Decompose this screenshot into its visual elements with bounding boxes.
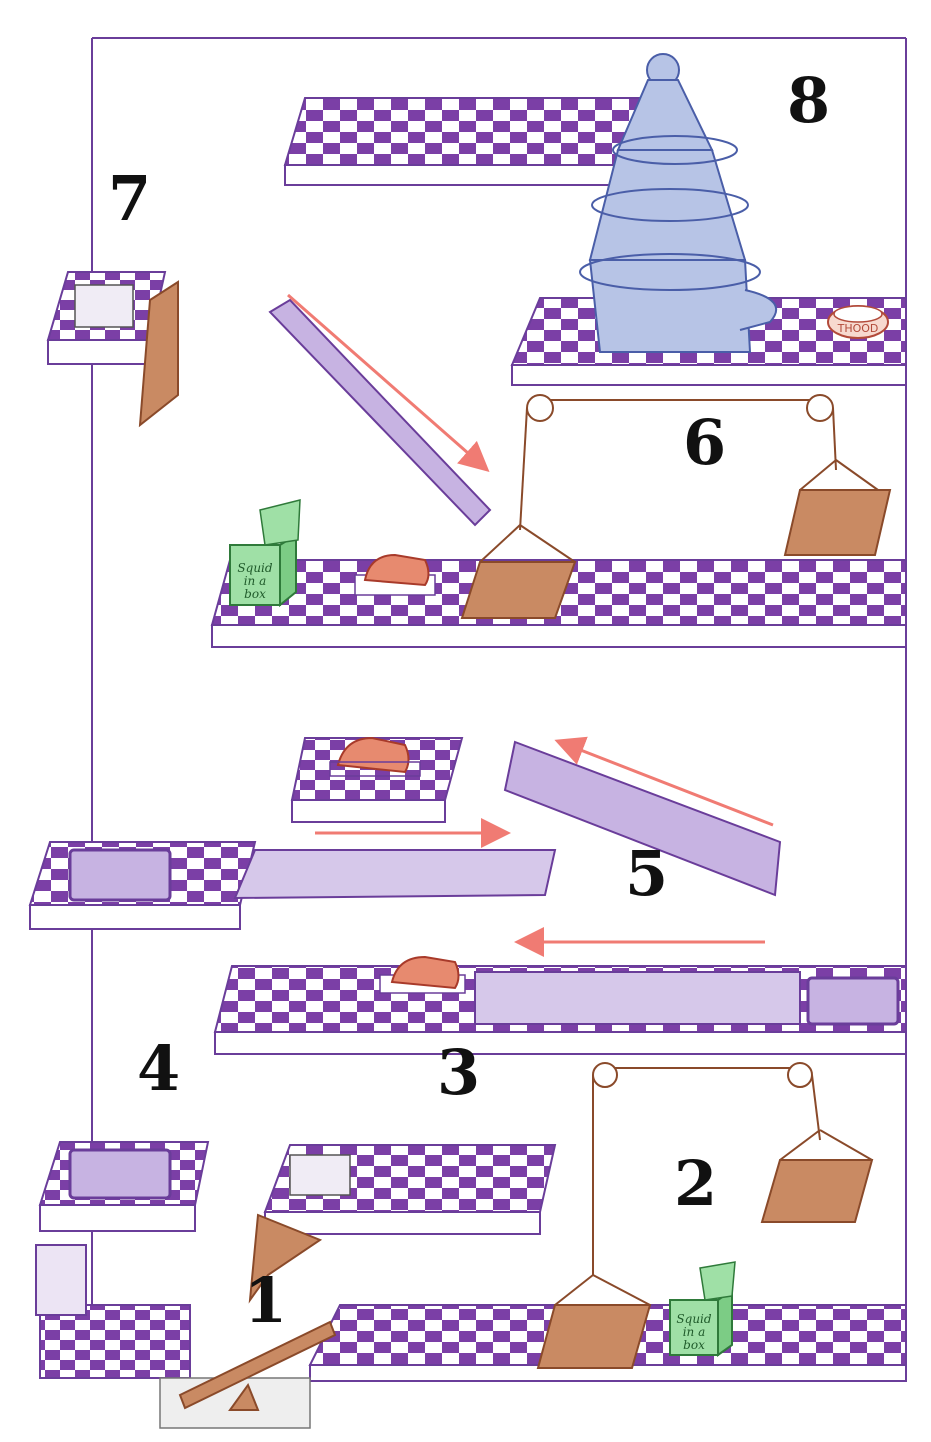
conveyor-belt xyxy=(233,849,557,900)
pulley-system-upper xyxy=(519,394,837,531)
platform-level-4 xyxy=(38,1141,210,1232)
door-icon xyxy=(35,1244,87,1316)
door-icon xyxy=(138,280,179,428)
counterweight-icon xyxy=(783,459,892,556)
bowl-label: THOOD xyxy=(837,322,879,335)
door-icon xyxy=(248,1213,323,1304)
level-frame xyxy=(91,37,907,1378)
squid-box-line3: box xyxy=(683,1338,705,1352)
crate-icon xyxy=(460,524,577,619)
platform-level-4-left xyxy=(28,841,557,930)
counterweight-icon xyxy=(760,1129,874,1223)
pulley-system-lower xyxy=(592,1062,821,1275)
level-number-2: 2 xyxy=(674,1147,718,1220)
level-number-7: 7 xyxy=(108,162,152,235)
pulley-icon xyxy=(592,1062,618,1088)
direction-arrow-icon xyxy=(554,736,774,827)
pressure-plate-icon xyxy=(68,1148,172,1200)
pressure-plate-icon xyxy=(806,976,900,1026)
ramp-level-5 xyxy=(503,736,782,897)
pet-bowl-icon: THOOD xyxy=(827,305,889,339)
squid-box-line2: in a xyxy=(683,1325,706,1339)
pulley-icon xyxy=(526,394,554,422)
level-number-3: 3 xyxy=(437,1036,481,1109)
platform-floor xyxy=(35,1244,907,1429)
platform-level-7 xyxy=(46,271,179,428)
platform-top-left xyxy=(283,97,642,186)
pulley-icon xyxy=(806,394,834,422)
squid-box-line2: in a xyxy=(244,574,267,588)
meat-steak-icon xyxy=(379,955,466,994)
pulley-icon xyxy=(787,1062,813,1088)
platform-level-3 xyxy=(213,965,907,1055)
meat-steak-icon xyxy=(354,553,436,596)
crate-icon xyxy=(536,1274,652,1369)
level-number-6: 6 xyxy=(683,406,727,479)
ramp-upper xyxy=(268,293,492,527)
meat-steak-icon xyxy=(329,736,421,777)
seesaw-icon xyxy=(178,1320,337,1411)
level-number-4: 4 xyxy=(137,1032,181,1105)
level-number-5: 5 xyxy=(625,837,669,910)
squid-box-line1: Squid xyxy=(676,1312,711,1326)
squid-box-line3: box xyxy=(244,587,266,601)
pressure-plate-icon xyxy=(68,848,172,902)
direction-arrow-icon xyxy=(287,293,490,472)
squid-box-icon: Squid in a box xyxy=(669,1261,736,1357)
level-number-1: 1 xyxy=(244,1264,288,1337)
tower-spiral-icon xyxy=(579,53,778,353)
squid-box-line1: Squid xyxy=(237,561,272,575)
level-number-8: 8 xyxy=(787,64,831,137)
conveyor-belt xyxy=(474,971,801,1025)
squid-box-icon: Squid in a box xyxy=(229,499,301,608)
platform-level-1-upper xyxy=(248,1144,557,1304)
